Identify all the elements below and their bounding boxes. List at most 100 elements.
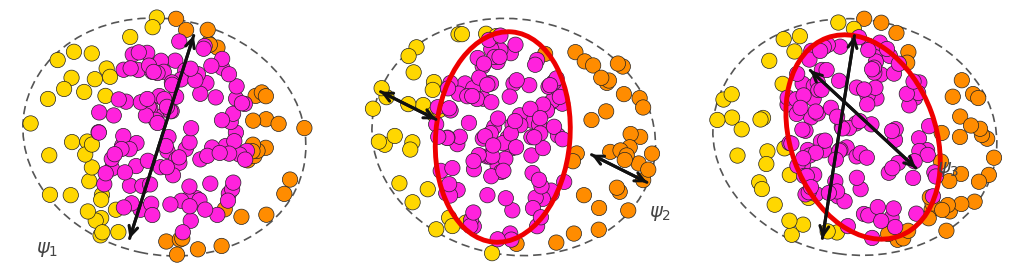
Circle shape bbox=[481, 76, 497, 91]
Circle shape bbox=[475, 131, 491, 146]
Circle shape bbox=[849, 80, 865, 95]
Circle shape bbox=[466, 219, 481, 234]
Circle shape bbox=[801, 52, 818, 67]
Text: $\psi_3$: $\psi_3$ bbox=[937, 160, 960, 179]
Circle shape bbox=[920, 142, 935, 158]
Text: $\psi_2$: $\psi_2$ bbox=[649, 204, 671, 223]
Circle shape bbox=[91, 124, 106, 140]
Circle shape bbox=[780, 90, 795, 105]
Circle shape bbox=[612, 184, 628, 199]
Circle shape bbox=[856, 11, 872, 26]
Circle shape bbox=[143, 100, 158, 116]
Circle shape bbox=[140, 91, 155, 107]
Circle shape bbox=[493, 42, 508, 58]
Circle shape bbox=[887, 219, 902, 235]
Circle shape bbox=[833, 142, 848, 158]
Circle shape bbox=[782, 167, 797, 182]
Circle shape bbox=[198, 75, 215, 91]
Circle shape bbox=[784, 227, 799, 242]
Circle shape bbox=[98, 166, 113, 181]
Circle shape bbox=[528, 190, 544, 205]
Circle shape bbox=[925, 196, 940, 211]
Circle shape bbox=[204, 140, 220, 155]
Text: $\psi_1$: $\psi_1$ bbox=[36, 240, 58, 259]
Circle shape bbox=[199, 38, 215, 54]
Circle shape bbox=[909, 206, 924, 221]
Circle shape bbox=[123, 178, 138, 193]
Circle shape bbox=[371, 134, 386, 149]
Circle shape bbox=[860, 88, 875, 103]
Circle shape bbox=[964, 118, 979, 133]
Circle shape bbox=[226, 175, 241, 190]
Circle shape bbox=[179, 22, 194, 38]
Circle shape bbox=[543, 78, 558, 93]
Circle shape bbox=[428, 222, 444, 237]
Circle shape bbox=[158, 234, 174, 249]
Circle shape bbox=[503, 45, 518, 61]
Circle shape bbox=[190, 67, 205, 82]
Circle shape bbox=[406, 65, 421, 80]
Circle shape bbox=[922, 190, 937, 205]
Circle shape bbox=[566, 226, 582, 241]
Circle shape bbox=[508, 139, 523, 155]
Circle shape bbox=[954, 166, 969, 182]
Circle shape bbox=[153, 159, 169, 175]
Circle shape bbox=[493, 28, 508, 43]
Circle shape bbox=[531, 172, 547, 187]
Circle shape bbox=[42, 148, 57, 163]
Circle shape bbox=[165, 75, 180, 90]
Circle shape bbox=[879, 41, 894, 57]
Circle shape bbox=[401, 48, 416, 64]
Circle shape bbox=[464, 89, 479, 104]
Circle shape bbox=[523, 148, 539, 163]
Circle shape bbox=[210, 40, 225, 55]
Circle shape bbox=[409, 40, 424, 55]
Circle shape bbox=[814, 134, 829, 149]
Circle shape bbox=[591, 222, 606, 237]
Circle shape bbox=[145, 64, 160, 79]
Circle shape bbox=[954, 196, 969, 212]
Circle shape bbox=[599, 104, 614, 119]
Circle shape bbox=[547, 119, 562, 135]
Circle shape bbox=[891, 56, 907, 71]
Circle shape bbox=[955, 73, 970, 88]
Circle shape bbox=[486, 119, 502, 135]
Circle shape bbox=[540, 103, 555, 118]
Circle shape bbox=[234, 96, 249, 111]
Circle shape bbox=[87, 72, 102, 87]
Circle shape bbox=[156, 92, 172, 107]
Circle shape bbox=[443, 75, 458, 91]
Circle shape bbox=[920, 147, 935, 162]
Circle shape bbox=[867, 60, 882, 75]
Circle shape bbox=[168, 53, 183, 68]
Circle shape bbox=[837, 194, 852, 209]
Circle shape bbox=[787, 44, 802, 59]
Circle shape bbox=[934, 125, 949, 141]
Circle shape bbox=[192, 86, 207, 101]
Circle shape bbox=[636, 172, 651, 188]
Circle shape bbox=[430, 99, 446, 115]
Circle shape bbox=[169, 11, 184, 27]
Circle shape bbox=[151, 88, 167, 104]
Circle shape bbox=[182, 135, 197, 150]
Circle shape bbox=[820, 224, 835, 239]
Circle shape bbox=[715, 92, 731, 107]
Circle shape bbox=[725, 110, 740, 125]
Circle shape bbox=[846, 21, 862, 36]
Circle shape bbox=[828, 152, 843, 167]
Circle shape bbox=[196, 41, 212, 56]
Circle shape bbox=[165, 77, 180, 92]
Circle shape bbox=[810, 75, 826, 90]
Circle shape bbox=[808, 145, 824, 161]
Circle shape bbox=[928, 169, 943, 184]
Circle shape bbox=[512, 108, 527, 123]
Circle shape bbox=[215, 60, 230, 76]
Circle shape bbox=[505, 203, 520, 218]
Circle shape bbox=[784, 136, 799, 151]
Circle shape bbox=[172, 155, 187, 170]
Circle shape bbox=[868, 80, 883, 95]
Circle shape bbox=[494, 164, 509, 180]
Circle shape bbox=[197, 202, 213, 217]
Circle shape bbox=[601, 73, 616, 88]
Circle shape bbox=[631, 156, 646, 171]
